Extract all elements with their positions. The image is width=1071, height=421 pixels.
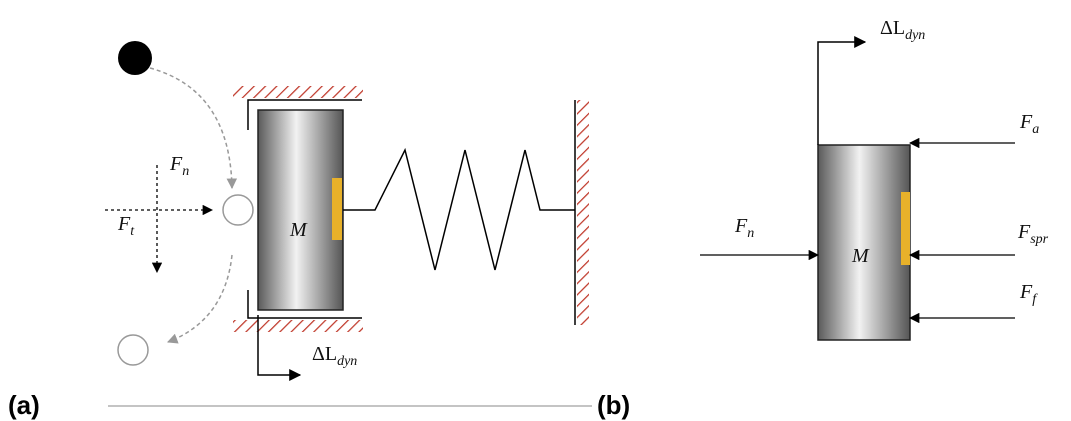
panel-a: M Fn Ft ΔLdyn (a) [8, 41, 592, 420]
label-sub: n [182, 164, 189, 179]
ball-path [150, 68, 232, 188]
contact-pad [901, 192, 910, 265]
label-sub: spr [1030, 232, 1048, 247]
spring [343, 150, 575, 270]
bottom-wall [233, 320, 363, 332]
ball-contact [223, 195, 253, 225]
tangential-label: Ft [117, 213, 135, 239]
mass-label: M [851, 245, 870, 267]
mass-block [258, 110, 343, 310]
label-base: F [1019, 111, 1033, 133]
displacement-label: ΔLdyn [880, 17, 925, 43]
label-sub: n [747, 226, 754, 241]
label-base: F [1019, 281, 1033, 303]
panel-b: (b) M ΔLdyn Fn Fa Fspr Ff [597, 17, 1049, 420]
mass-block [818, 145, 910, 340]
diagram: M Fn Ft ΔLdyn (a) (b) M ΔLdyn Fn Fa Fspr… [0, 0, 1071, 421]
label-base: ΔL [880, 17, 905, 39]
ball [118, 41, 152, 75]
label-sub: dyn [905, 28, 925, 43]
force-label: Fn [734, 215, 754, 241]
displacement-label: ΔLdyn [312, 343, 357, 369]
force-label: Ff [1019, 281, 1038, 307]
top-wall [233, 86, 363, 98]
label-base: F [169, 153, 183, 175]
contact-pad [332, 178, 342, 240]
ball-rebound-path [168, 255, 232, 342]
label-base: ΔL [312, 343, 337, 365]
label-base: F [734, 215, 748, 237]
force-label: Fspr [1017, 221, 1049, 247]
label-sub: t [130, 224, 135, 239]
label-base: F [117, 213, 131, 235]
force-label: Fa [1019, 111, 1039, 137]
displacement-arrow [818, 42, 865, 145]
fixed-wall-hatch [577, 100, 589, 325]
normal-label: Fn [169, 153, 189, 179]
label-sub: f [1032, 292, 1038, 307]
label-sub: a [1032, 122, 1039, 137]
panel-label: (b) [597, 390, 630, 420]
ball-rebound [118, 335, 148, 365]
label-sub: dyn [337, 354, 357, 369]
panel-label: (a) [8, 390, 40, 420]
mass-label: M [289, 219, 308, 241]
label-base: F [1017, 221, 1031, 243]
